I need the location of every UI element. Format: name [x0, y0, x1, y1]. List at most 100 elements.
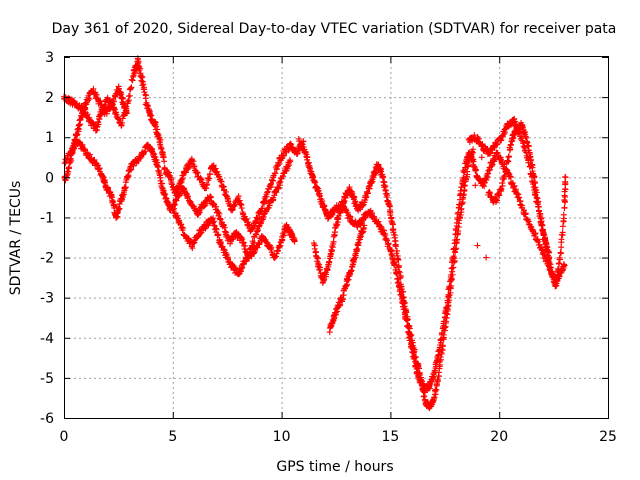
- data-point: [113, 214, 120, 221]
- data-point: [177, 180, 184, 187]
- chart-title: Day 361 of 2020, Sidereal Day-to-day VTE…: [52, 21, 617, 37]
- data-point: [194, 234, 201, 241]
- data-point: [158, 180, 165, 187]
- data-point: [215, 209, 222, 216]
- data-point: [401, 299, 408, 306]
- data-point: [498, 185, 505, 192]
- data-point: [396, 269, 403, 276]
- data-point: [504, 157, 511, 164]
- x-tick-label: 5: [168, 429, 177, 445]
- data-point: [493, 196, 500, 203]
- data-point: [319, 198, 326, 205]
- data-point: [562, 193, 569, 200]
- data-point: [562, 174, 569, 181]
- data-point: [151, 122, 158, 129]
- data-point: [405, 322, 412, 329]
- data-points: [61, 55, 569, 412]
- data-point: [392, 243, 399, 250]
- data-point: [254, 244, 261, 251]
- data-point: [275, 247, 282, 254]
- data-point: [140, 149, 147, 156]
- data-point: [276, 243, 283, 250]
- data-point: [522, 211, 529, 218]
- data-point: [190, 158, 197, 165]
- data-point: [239, 236, 246, 243]
- x-axis-label: GPS time / hours: [276, 459, 393, 475]
- data-point: [144, 103, 151, 110]
- y-tick-label: 0: [45, 170, 54, 186]
- data-point: [144, 102, 151, 109]
- data-point: [417, 374, 424, 381]
- data-point: [193, 169, 200, 176]
- data-point: [472, 167, 479, 174]
- data-point: [124, 98, 131, 105]
- series-track-3: [61, 83, 131, 184]
- data-point: [514, 123, 521, 130]
- data-point: [555, 260, 562, 267]
- axis-ticks: 0 5 10 15 20 25 -6 -5 -4 -3 -2 -1 0 1 2 3: [40, 50, 617, 445]
- data-point: [351, 194, 358, 201]
- data-point: [161, 158, 168, 165]
- data-point: [407, 332, 414, 339]
- data-point: [109, 102, 116, 109]
- data-point: [124, 110, 131, 117]
- data-point: [320, 278, 327, 285]
- data-point: [238, 205, 245, 212]
- data-point: [291, 238, 298, 245]
- data-point: [457, 206, 464, 213]
- y-tick-label: -3: [40, 291, 54, 307]
- data-point: [120, 113, 127, 120]
- data-point: [187, 198, 194, 205]
- data-point: [483, 254, 490, 261]
- data-point: [387, 209, 394, 216]
- data-point: [152, 123, 159, 130]
- data-point: [452, 246, 459, 253]
- data-point: [119, 119, 125, 126]
- data-point: [126, 92, 133, 99]
- data-point: [375, 218, 382, 225]
- data-point: [561, 205, 568, 212]
- data-point: [394, 247, 401, 254]
- data-point: [158, 145, 165, 152]
- data-point: [392, 232, 399, 239]
- data-point: [207, 170, 214, 177]
- data-point: [289, 231, 296, 238]
- data-point: [72, 137, 79, 144]
- data-point: [161, 191, 168, 198]
- data-point: [554, 273, 561, 280]
- data-point: [338, 205, 345, 212]
- data-point: [115, 116, 122, 123]
- data-point: [169, 206, 176, 213]
- data-point: [77, 116, 84, 123]
- data-point: [507, 141, 514, 148]
- data-point: [255, 227, 262, 234]
- data-point: [220, 246, 227, 253]
- data-point: [472, 182, 479, 189]
- data-point: [459, 196, 466, 203]
- data-point: [527, 170, 534, 177]
- data-point: [249, 243, 256, 250]
- data-point: [97, 98, 104, 105]
- data-point: [555, 267, 562, 274]
- data-point: [556, 254, 563, 261]
- data-point: [195, 210, 202, 217]
- data-point: [280, 232, 287, 239]
- data-point: [340, 198, 347, 205]
- data-point: [103, 110, 110, 117]
- data-point: [403, 309, 410, 316]
- data-point: [323, 271, 330, 278]
- data-point: [505, 153, 512, 160]
- data-point: [528, 223, 535, 230]
- data-point: [395, 256, 402, 263]
- y-tick-label: -1: [40, 210, 54, 226]
- data-point: [384, 192, 391, 199]
- data-point: [559, 223, 566, 230]
- data-point: [442, 324, 449, 331]
- data-point: [419, 380, 426, 387]
- data-point: [154, 159, 161, 166]
- data-point: [125, 172, 132, 179]
- data-point: [470, 146, 477, 153]
- data-point: [82, 147, 89, 154]
- data-point: [246, 250, 253, 257]
- data-point: [253, 231, 260, 238]
